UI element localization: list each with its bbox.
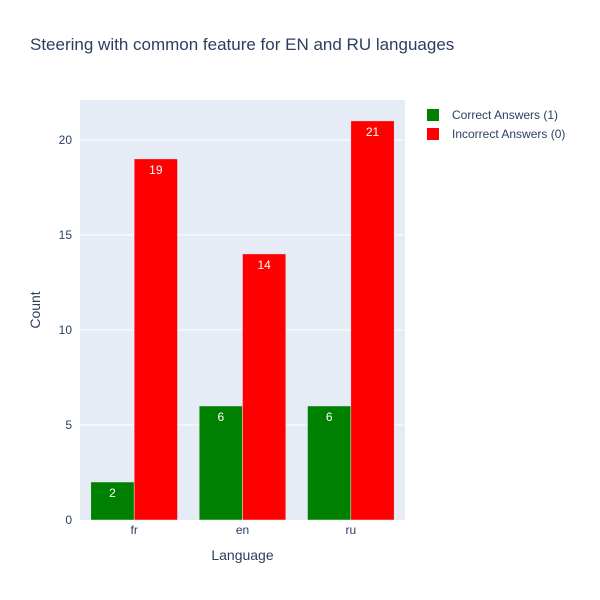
legend-entry: Incorrect Answers (0) [452, 127, 565, 141]
legend-swatch [427, 128, 439, 140]
bar-value-label: 14 [257, 258, 271, 272]
y-tick-label: 15 [59, 228, 73, 242]
bar [307, 405, 352, 521]
bar-value-label: 21 [366, 125, 380, 139]
bars: 2 19 6 14 6 21 [90, 120, 395, 521]
y-tick-label: 10 [59, 323, 73, 337]
y-tick-label: 5 [65, 418, 72, 432]
bar-value-label: 6 [217, 410, 224, 424]
legend-swatch [427, 109, 439, 121]
y-tick-label: 0 [65, 513, 72, 527]
bar-value-label: 19 [149, 163, 163, 177]
x-axis-ticks: fr en ru [130, 523, 356, 537]
bar [198, 405, 243, 521]
bar-value-label: 2 [109, 486, 116, 500]
x-axis-label: Language [211, 547, 274, 563]
y-tick-label: 20 [59, 133, 73, 147]
x-tick-label: fr [130, 523, 137, 537]
x-tick-label: en [236, 523, 249, 537]
chart-title: Steering with common feature for EN and … [30, 35, 454, 54]
y-axis-ticks: 0 5 10 15 20 [59, 133, 73, 527]
bar [350, 120, 395, 521]
legend: Correct Answers (1) Incorrect Answers (0) [427, 108, 565, 141]
legend-entry: Correct Answers (1) [452, 108, 558, 122]
bar [242, 253, 287, 521]
y-axis-label: Count [27, 291, 43, 328]
bar [133, 158, 178, 521]
bar-value-label: 6 [326, 410, 333, 424]
bar [90, 481, 135, 521]
x-tick-label: ru [345, 523, 356, 537]
